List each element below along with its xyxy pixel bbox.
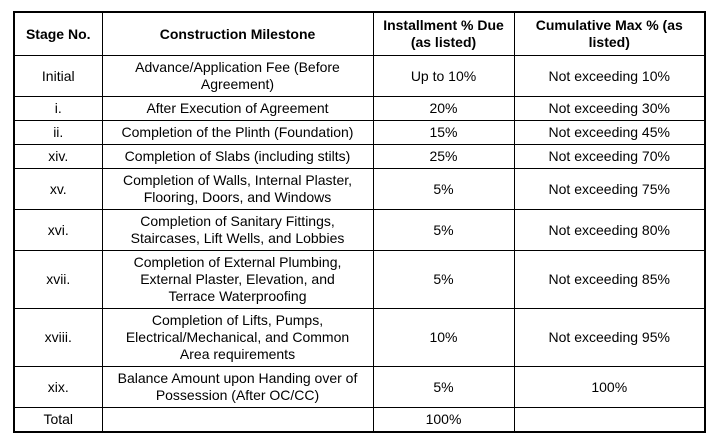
installment-cell: 10% [372,308,515,367]
cumulative-cell: Not exceeding 95% [513,308,706,367]
stage-no-cell: Initial [13,55,103,97]
installment-cell: 5% [372,250,515,309]
table-row: ii. Completion of the Plinth (Foundation… [13,120,706,145]
cumulative-cell [513,407,706,433]
header-stage-no: Stage No. [13,11,103,56]
stage-no-cell: Total [13,407,103,433]
milestone-cell: Completion of Lifts, Pumps, Electrical/M… [101,308,374,367]
construction-milestone-table: Stage No. Construction Milestone Install… [13,11,706,433]
table-row: xvii. Completion of External Plumbing, E… [13,250,706,309]
milestone-cell: Completion of Sanitary Fittings, Stairca… [101,209,374,251]
milestone-cell: Completion of Slabs (including stilts) [101,144,374,169]
stage-no-cell: xvi. [13,209,103,251]
stage-no-cell: xvii. [13,250,103,309]
milestone-cell: Balance Amount upon Handing over of Poss… [101,366,374,408]
cumulative-cell: Not exceeding 45% [513,120,706,145]
milestone-cell: Completion of External Plumbing, Externa… [101,250,374,309]
table-row: Total 100% [13,407,706,433]
header-cumulative-max: Cumulative Max % (as listed) [513,11,706,56]
table-row: xvi. Completion of Sanitary Fittings, St… [13,209,706,251]
stage-no-cell: xix. [13,366,103,408]
cumulative-cell: Not exceeding 10% [513,55,706,97]
cumulative-cell: 100% [513,366,706,408]
table-row: i. After Execution of Agreement 20% Not … [13,96,706,121]
cumulative-cell: Not exceeding 75% [513,168,706,210]
header-row: Stage No. Construction Milestone Install… [13,11,706,56]
stage-no-cell: xviii. [13,308,103,367]
stage-no-cell: ii. [13,120,103,145]
cumulative-cell: Not exceeding 70% [513,144,706,169]
milestone-cell: Completion of Walls, Internal Plaster, F… [101,168,374,210]
installment-cell: 15% [372,120,515,145]
milestone-cell: After Execution of Agreement [101,96,374,121]
stage-no-cell: xv. [13,168,103,210]
table-row: xix. Balance Amount upon Handing over of… [13,366,706,408]
table-row: xv. Completion of Walls, Internal Plaste… [13,168,706,210]
installment-cell: 5% [372,366,515,408]
installment-cell: Up to 10% [372,55,515,97]
table-body: Initial Advance/Application Fee (Before … [13,55,706,433]
installment-cell: 20% [372,96,515,121]
milestone-cell [101,407,374,433]
cumulative-cell: Not exceeding 85% [513,250,706,309]
table-row: Initial Advance/Application Fee (Before … [13,55,706,97]
milestone-cell: Completion of the Plinth (Foundation) [101,120,374,145]
header-installment-due: Installment % Due (as listed) [372,11,515,56]
table-row: xviii. Completion of Lifts, Pumps, Elect… [13,308,706,367]
header-construction-milestone: Construction Milestone [101,11,374,56]
installment-cell: 5% [372,168,515,210]
milestone-cell: Advance/Application Fee (Before Agreemen… [101,55,374,97]
installment-cell: 5% [372,209,515,251]
stage-no-cell: i. [13,96,103,121]
stage-no-cell: xiv. [13,144,103,169]
table-row: xiv. Completion of Slabs (including stil… [13,144,706,169]
installment-cell: 100% [372,407,515,433]
cumulative-cell: Not exceeding 80% [513,209,706,251]
installment-cell: 25% [372,144,515,169]
cumulative-cell: Not exceeding 30% [513,96,706,121]
